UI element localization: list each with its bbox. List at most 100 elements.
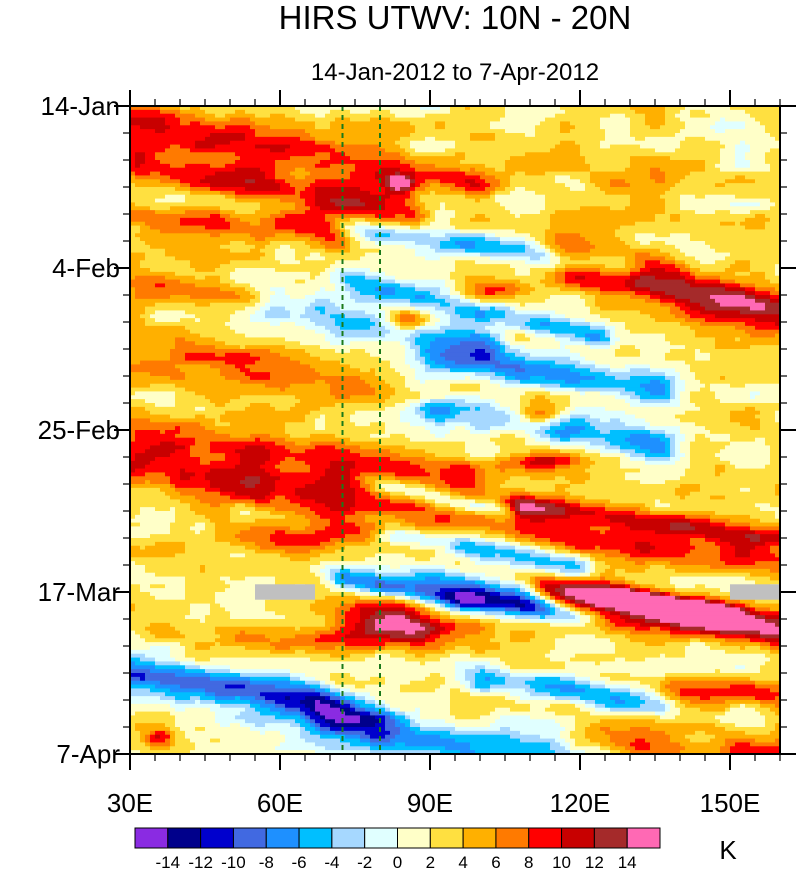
field-cell: [245, 526, 251, 530]
field-cell: [190, 580, 196, 584]
field-cell: [175, 307, 181, 311]
field-cell: [160, 434, 166, 438]
field-cell: [165, 364, 171, 368]
field-cell: [140, 700, 146, 704]
field-cell: [185, 492, 191, 496]
field-cell: [250, 426, 256, 430]
field-cell: [265, 337, 271, 341]
field-cell: [275, 141, 281, 145]
field-cell: [230, 322, 236, 326]
field-cell: [260, 364, 266, 368]
field-cell: [190, 515, 196, 519]
field-cell: [270, 145, 276, 149]
field-cell: [140, 715, 146, 719]
field-cell: [210, 526, 216, 530]
field-cell: [210, 573, 216, 577]
field-cell: [215, 303, 221, 307]
field-cell: [150, 538, 156, 542]
field-cell: [255, 739, 261, 743]
field-cell: [255, 619, 261, 623]
field-cell: [165, 152, 171, 156]
field-cell: [180, 742, 186, 746]
field-cell: [215, 391, 221, 395]
field-cell: [235, 561, 241, 565]
field-cell: [255, 191, 261, 195]
field-cell: [135, 661, 141, 665]
field-cell: [175, 345, 181, 349]
field-cell: [260, 488, 266, 492]
field-cell: [220, 731, 226, 735]
field-cell: [275, 114, 281, 118]
field-cell: [245, 334, 251, 338]
field-cell: [230, 526, 236, 530]
field-cell: [210, 121, 216, 125]
field-cell: [185, 168, 191, 172]
field-cell: [200, 245, 206, 249]
field-cell: [225, 592, 231, 596]
field-cell: [175, 476, 181, 480]
field-cell: [235, 673, 241, 677]
field-cell: [150, 222, 156, 226]
field-cell: [175, 665, 181, 669]
field-cell: [160, 496, 166, 500]
field-cell: [135, 256, 141, 260]
field-cell: [220, 179, 226, 183]
field-cell: [275, 422, 281, 426]
field-cell: [190, 492, 196, 496]
field-cell: [220, 692, 226, 696]
field-cell: [265, 229, 271, 233]
field-cell: [210, 114, 216, 118]
field-cell: [180, 465, 186, 469]
field-cell: [160, 303, 166, 307]
field-cell: [160, 418, 166, 422]
field-cell: [150, 334, 156, 338]
field-cell: [230, 519, 236, 523]
field-cell: [270, 318, 276, 322]
field-cell: [175, 280, 181, 284]
field-cell: [210, 592, 216, 596]
field-cell: [265, 280, 271, 284]
field-cell: [270, 133, 276, 137]
field-cell: [190, 384, 196, 388]
field-cell: [230, 253, 236, 257]
field-cell: [255, 580, 261, 584]
field-cell: [145, 496, 151, 500]
field-cell: [235, 712, 241, 716]
field-cell: [190, 712, 196, 716]
field-cell: [250, 218, 256, 222]
field-cell: [235, 739, 241, 743]
field-cell: [135, 395, 141, 399]
field-cell: [135, 480, 141, 484]
field-cell: [165, 488, 171, 492]
field-cell: [240, 287, 246, 291]
field-cell: [255, 669, 261, 673]
field-cell: [210, 364, 216, 368]
field-cell: [135, 731, 141, 735]
field-cell: [245, 299, 251, 303]
field-cell: [210, 237, 216, 241]
field-cell: [160, 492, 166, 496]
field-cell: [175, 241, 181, 245]
field-cell: [250, 195, 256, 199]
field-cell: [175, 523, 181, 527]
field-cell: [140, 283, 146, 287]
field-cell: [275, 403, 281, 407]
field-cell: [160, 361, 166, 365]
field-cell: [250, 700, 256, 704]
field-cell: [175, 183, 181, 187]
field-cell: [215, 469, 221, 473]
field-cell: [195, 353, 201, 357]
field-cell: [245, 642, 251, 646]
field-cell: [140, 588, 146, 592]
field-cell: [150, 472, 156, 476]
field-cell: [135, 280, 141, 284]
field-cell: [215, 607, 221, 611]
field-cell: [185, 368, 191, 372]
field-cell: [205, 345, 211, 349]
field-cell: [165, 476, 171, 480]
field-cell: [185, 245, 191, 249]
field-cell: [275, 249, 281, 253]
field-cell: [210, 179, 216, 183]
field-cell: [230, 314, 236, 318]
field-cell: [180, 334, 186, 338]
